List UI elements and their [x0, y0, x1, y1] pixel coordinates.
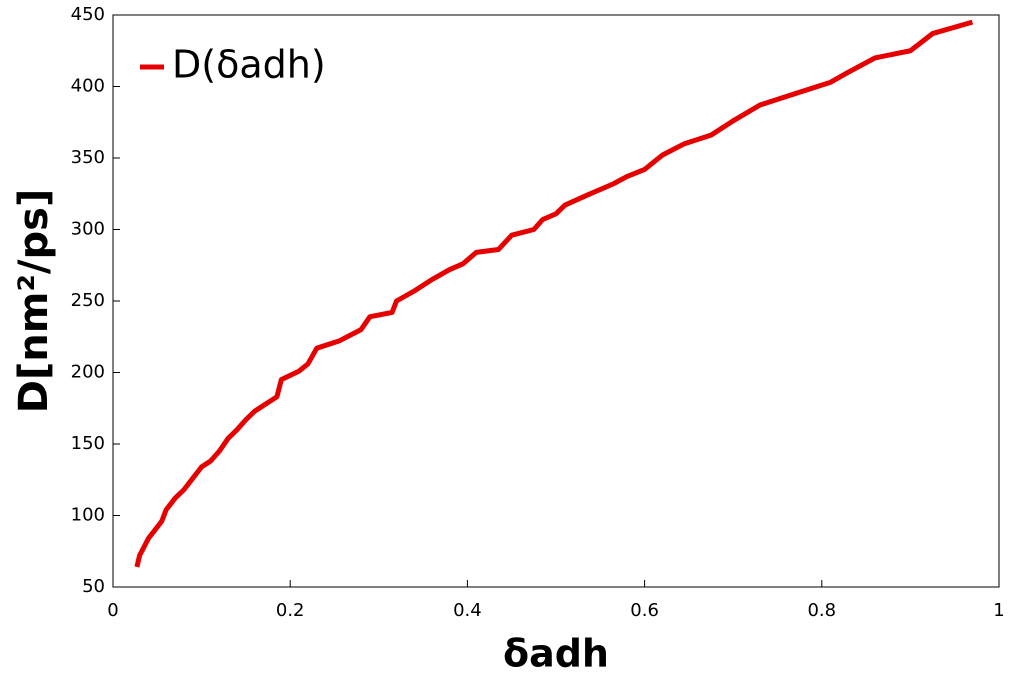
x-tick-label: 0.8	[807, 600, 836, 621]
y-tick-label: 400	[71, 76, 105, 97]
y-axis-label: D[nm²/ps]	[11, 189, 57, 414]
y-tick-label: 450	[71, 4, 105, 25]
plot-frame	[112, 14, 1000, 588]
x-tick-label: 0.2	[276, 600, 305, 621]
legend-label: D(δadh)	[172, 43, 326, 87]
y-tick-label: 350	[71, 147, 105, 168]
y-tick-label: 150	[71, 433, 105, 454]
y-tick-label: 200	[71, 362, 105, 383]
y-tick-label: 50	[82, 576, 105, 597]
x-tick-label: 1	[993, 600, 1004, 621]
x-tick-label: 0.4	[453, 600, 482, 621]
y-tick-label: 300	[71, 219, 105, 240]
x-tick-label: 0.6	[630, 600, 659, 621]
y-tick-label: 250	[71, 290, 105, 311]
y-tick-label: 100	[71, 505, 105, 526]
x-axis-label: δadh	[503, 632, 609, 676]
x-tick-label: 0	[107, 600, 118, 621]
data-line	[134, 19, 974, 568]
